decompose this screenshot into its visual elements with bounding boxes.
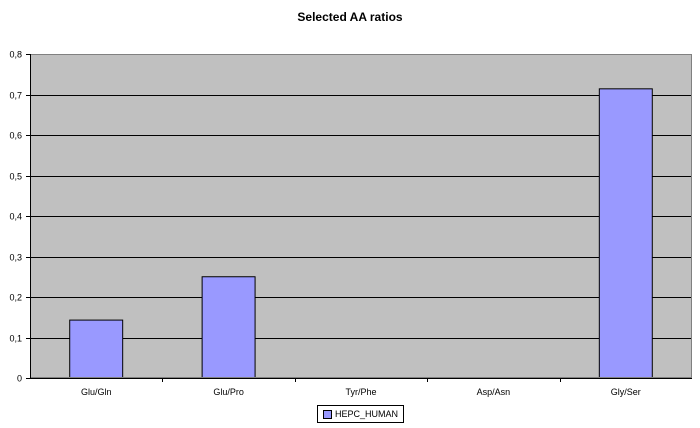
bar <box>598 88 653 379</box>
legend: HEPC_HUMAN <box>317 405 405 423</box>
x-tick-label: Tyr/Phe <box>345 387 376 397</box>
legend-swatch <box>323 409 332 419</box>
y-tick-label: 0,7 <box>9 91 22 101</box>
y-tick-label: 0,3 <box>9 253 22 263</box>
y-tick-label: 0,8 <box>9 50 22 60</box>
y-tick-label: 0,6 <box>9 131 22 141</box>
x-tick-labels: Glu/Gln Glu/Pro Tyr/Phe Asp/Asn Gly/Ser <box>81 387 641 397</box>
y-tick-label: 0 <box>17 374 22 384</box>
chart-title: Selected AA ratios <box>297 10 403 24</box>
legend-label: HEPC_HUMAN <box>335 409 399 419</box>
x-tick-label: Glu/Pro <box>213 387 244 397</box>
x-tick-label: Gly/Ser <box>611 387 641 397</box>
bar <box>201 276 256 379</box>
y-tick-label: 0,4 <box>9 212 22 222</box>
y-tick-label: 0,2 <box>9 293 22 303</box>
x-tick-label: Asp/Asn <box>477 387 511 397</box>
x-tick-label: Glu/Gln <box>81 387 112 397</box>
y-tick-label: 0,5 <box>9 172 22 182</box>
y-tick-label: 0,1 <box>9 334 22 344</box>
bars <box>69 88 653 379</box>
bar <box>69 319 124 379</box>
y-tick-labels: 0 0,1 0,2 0,3 0,4 0,5 0,6 0,7 0,8 <box>9 50 22 384</box>
axes <box>26 54 692 382</box>
